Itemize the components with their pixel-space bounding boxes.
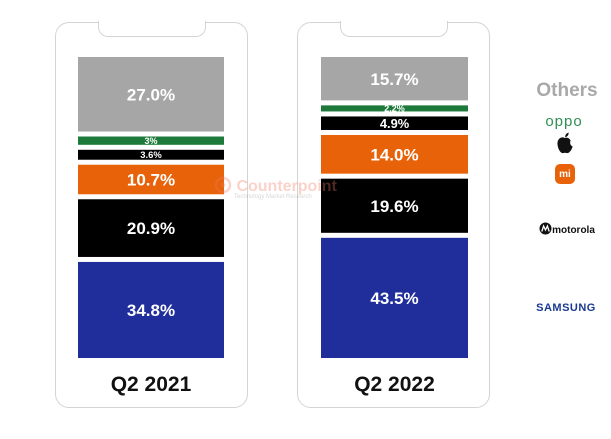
motorola-logo-icon	[539, 222, 552, 235]
counterpoint-logo-icon	[214, 176, 232, 194]
data-label-samsung-q2-2022: 43.5%	[370, 289, 418, 308]
category-label-q2-2022: Q2 2022	[354, 373, 435, 396]
bar-segment-motorola-q2-2022	[321, 178, 468, 233]
watermark-name: Counterpoint	[236, 178, 337, 195]
data-label-apple-q2-2021: 3.6%	[140, 149, 162, 160]
counterpoint-watermark: Counterpoint Technology Market Research	[214, 176, 337, 200]
legend-samsung: SAMSUNG	[536, 302, 596, 314]
bar-segment-samsung-q2-2021	[78, 261, 224, 358]
category-label-q2-2021: Q2 2021	[110, 373, 192, 396]
bar-segment-others-q2-2021	[78, 57, 224, 132]
bar-segment-samsung-q2-2022	[321, 237, 468, 358]
data-label-xiaomi-q2-2022: 14.0%	[370, 145, 418, 164]
bar-segment-motorola-q2-2021	[78, 199, 224, 257]
bar-segment-xiaomi-q2-2022	[321, 134, 468, 174]
legend-oppo: oppo	[545, 113, 583, 130]
data-label-oppo-q2-2022: 2.2%	[384, 104, 405, 114]
data-label-others-q2-2021: 27.0%	[127, 85, 175, 104]
bar-segment-apple-q2-2021	[78, 149, 224, 160]
data-label-apple-q2-2022: 4.9%	[380, 116, 410, 131]
data-label-samsung-q2-2021: 34.8%	[127, 301, 175, 320]
data-label-xiaomi-q2-2021: 10.7%	[127, 171, 175, 190]
legend-others: Others	[536, 80, 598, 101]
legend-apple	[554, 131, 576, 155]
data-label-motorola-q2-2022: 19.6%	[370, 197, 418, 216]
apple-logo-icon	[557, 132, 573, 154]
legend-motorola: motorola	[531, 220, 603, 238]
bar-segment-xiaomi-q2-2021	[78, 164, 224, 195]
bar-segment-others-q2-2022	[321, 57, 468, 101]
bar-segment-oppo-q2-2021	[78, 136, 224, 145]
bar-segment-oppo-q2-2022	[321, 105, 468, 112]
legend-xiaomi: mi	[555, 164, 575, 184]
bar-segment-apple-q2-2022	[321, 116, 468, 130]
watermark-tagline: Technology Market Research	[234, 194, 312, 200]
phone-notch	[98, 21, 206, 37]
motorola-label: motorola	[552, 225, 595, 236]
xiaomi-logo-text: mi	[559, 169, 571, 180]
data-label-others-q2-2022: 15.7%	[370, 70, 418, 89]
phone-notch	[340, 21, 448, 37]
data-label-motorola-q2-2021: 20.9%	[127, 219, 175, 238]
data-label-oppo-q2-2021: 3%	[144, 136, 157, 146]
